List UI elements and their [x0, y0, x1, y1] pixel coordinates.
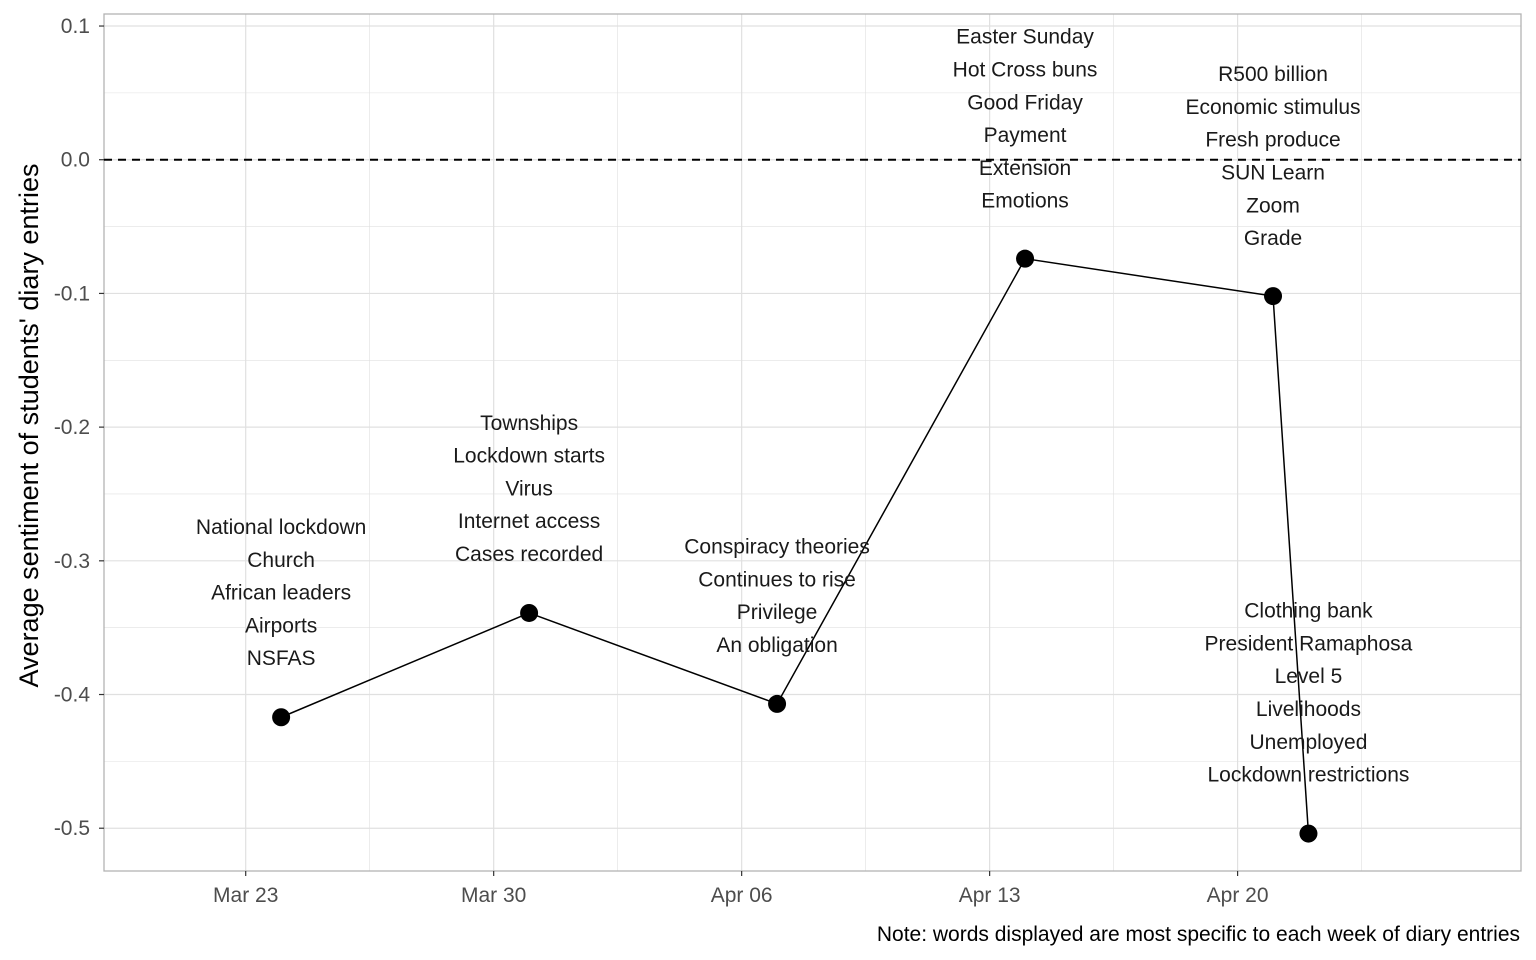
y-axis-ticks: 0.1 0.0 -0.1 -0.2 -0.3 -0.4 -0.5	[54, 15, 104, 840]
annotation-word: Good Friday	[967, 91, 1083, 114]
annotation-word: Virus	[505, 477, 552, 500]
data-point	[1016, 249, 1035, 268]
annotation-word: Easter Sunday	[956, 26, 1094, 49]
annotation-word: Grade	[1244, 227, 1302, 250]
annotation-word: Fresh produce	[1205, 129, 1340, 152]
annotation-word: Lockdown starts	[453, 445, 605, 468]
annotation-word: NSFAS	[247, 647, 316, 670]
annotation-word: Church	[247, 549, 315, 572]
sentiment-series	[272, 249, 1318, 843]
x-tick-label: Mar 23	[213, 884, 278, 907]
x-axis-ticks: Mar 23 Mar 30 Apr 06 Apr 13 Apr 20	[213, 871, 1269, 907]
minor-grid	[104, 14, 1521, 871]
y-tick-label: -0.2	[54, 416, 90, 439]
annotation-word: Zoom	[1246, 194, 1300, 217]
annotation-word: Continues to rise	[698, 568, 856, 591]
x-tick-label: Apr 20	[1207, 884, 1269, 907]
sentiment-line	[280, 257, 1310, 834]
annotation-word: Livelihoods	[1256, 698, 1361, 721]
annotation-word: Extension	[979, 157, 1071, 180]
annotation-word: Townships	[480, 412, 578, 435]
x-tick-label: Mar 30	[461, 884, 526, 907]
annotation-word: African leaders	[211, 582, 351, 605]
annotation-word: An obligation	[716, 634, 837, 657]
x-tick-label: Apr 13	[959, 884, 1021, 907]
data-point	[1264, 287, 1283, 306]
panel-border	[103, 13, 1522, 872]
y-tick-label: -0.5	[54, 817, 90, 840]
annotation-word: Lockdown restrictions	[1207, 764, 1409, 787]
y-tick-label: 0.0	[61, 149, 90, 172]
data-point	[520, 603, 539, 622]
annotation-word: SUN Learn	[1221, 162, 1325, 185]
annotation-word: Payment	[984, 124, 1067, 147]
y-tick-label: -0.1	[54, 282, 90, 305]
annotation-word: Internet access	[458, 510, 600, 533]
annotation-word: Cases recorded	[455, 543, 603, 566]
y-tick-label: 0.1	[61, 15, 90, 38]
data-point	[768, 694, 787, 713]
y-tick-label: -0.3	[54, 550, 90, 573]
annotation-word: National lockdown	[196, 516, 366, 539]
data-point	[272, 708, 291, 727]
y-axis-label: Average sentiment of students' diary ent…	[14, 164, 44, 688]
annotation-word: R500 billion	[1218, 63, 1328, 86]
y-tick-label: -0.4	[54, 684, 91, 707]
annotation-word: Emotions	[981, 190, 1069, 213]
annotation-word: Airports	[245, 614, 317, 637]
annotation-word: Privilege	[737, 601, 818, 624]
annotation-word: President Ramaphosa	[1205, 632, 1413, 655]
word-annotations: National lockdown Church African leaders Ai…	[196, 26, 1413, 787]
annotation-word: Economic stimulus	[1185, 96, 1360, 119]
annotation-word: Unemployed	[1249, 731, 1367, 754]
x-tick-label: Apr 06	[711, 884, 773, 907]
annotation-word: Conspiracy theories	[684, 535, 870, 558]
annotation-word: Clothing bank	[1244, 600, 1373, 623]
data-point	[1299, 824, 1318, 843]
annotation-word: Level 5	[1275, 665, 1343, 688]
annotation-word: Hot Cross buns	[953, 58, 1098, 81]
chart-caption: Note: words displayed are most specific …	[877, 923, 1520, 946]
